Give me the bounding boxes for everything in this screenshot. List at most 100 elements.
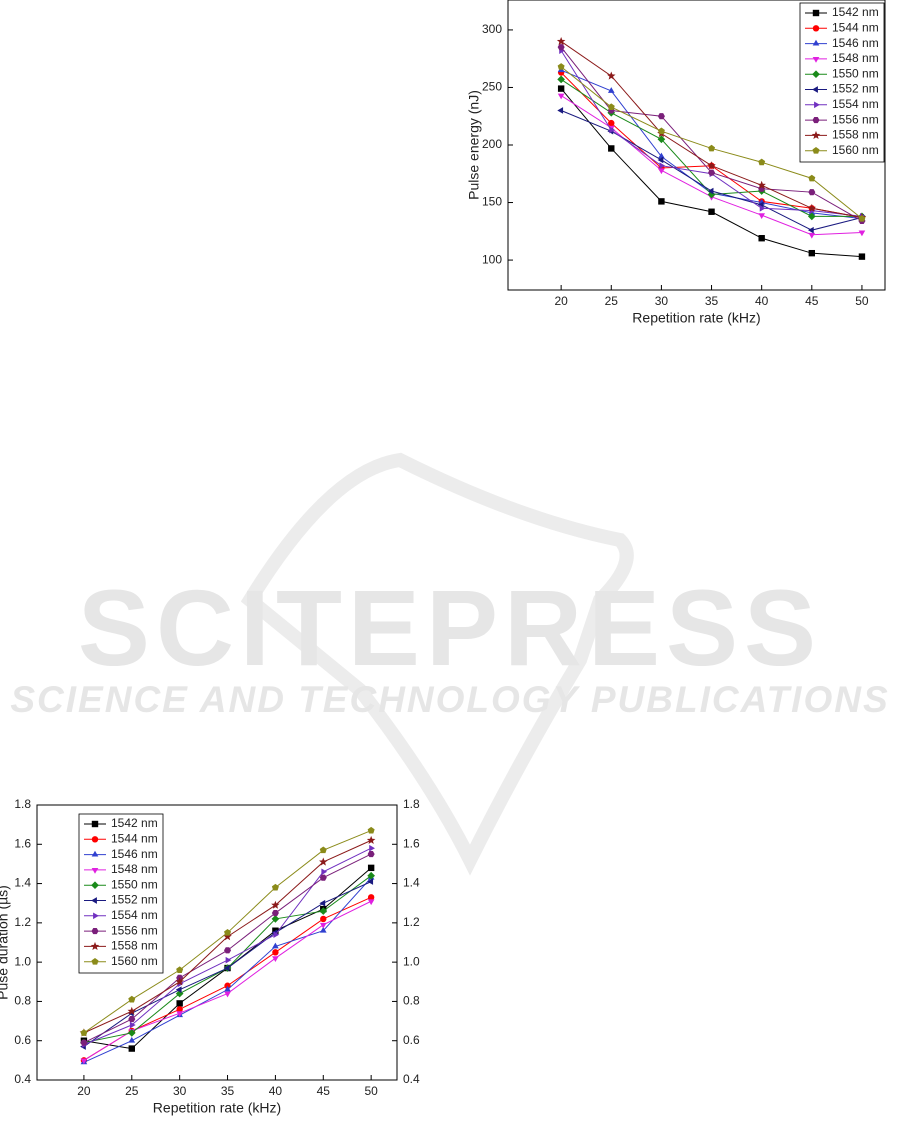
x-tick-label: 40 [755, 294, 769, 308]
data-point [707, 190, 716, 199]
legend-marker [812, 25, 820, 32]
data-point [807, 212, 816, 221]
data-point [808, 189, 816, 196]
x-tick-label: 50 [364, 1084, 378, 1098]
y2-tick-label: 1.0 [403, 954, 420, 968]
legend-marker [91, 958, 99, 965]
data-point [272, 942, 279, 949]
data-point [319, 874, 327, 881]
legend-label: 1560 nm [832, 143, 879, 157]
data-point [657, 156, 664, 164]
data-point [225, 956, 232, 964]
data-point [557, 75, 565, 84]
y-tick-label: 300 [482, 22, 502, 36]
data-point [223, 964, 230, 972]
data-point [858, 230, 866, 237]
data-point [758, 235, 765, 242]
data-point [557, 93, 565, 100]
data-point [175, 989, 184, 998]
data-point [557, 85, 565, 92]
y-tick-label: 1.2 [14, 915, 31, 929]
legend-label: 1548 nm [832, 51, 879, 65]
data-point [271, 909, 279, 917]
data-point [128, 1036, 136, 1043]
data-point [127, 1006, 137, 1015]
data-point [224, 929, 232, 936]
x-tick-label: 30 [173, 1084, 187, 1098]
data-point [858, 253, 866, 260]
data-point [758, 213, 765, 220]
watermark-title: SCITEPRESS [78, 567, 822, 688]
legend-marker [93, 912, 99, 920]
data-point [608, 119, 615, 127]
data-point [175, 977, 184, 986]
data-point [367, 894, 375, 901]
y-tick-label: 1.6 [14, 836, 31, 850]
y-tick-label: 1.0 [14, 954, 31, 968]
legend-marker [812, 147, 820, 154]
legend-marker [811, 130, 821, 140]
data-point [708, 208, 715, 215]
y-tick-label: 250 [482, 80, 502, 94]
data-point [708, 169, 716, 176]
data-point [319, 926, 327, 933]
watermark-subtitle: SCIENCE AND TECHNOLOGY PUBLICATIONS [10, 679, 889, 720]
data-point [367, 826, 375, 834]
legend-marker [91, 881, 99, 890]
data-point [557, 107, 564, 114]
data-point [175, 986, 182, 993]
data-point [609, 126, 616, 134]
data-point [176, 966, 184, 973]
legend-marker [91, 850, 99, 857]
data-point [367, 864, 375, 872]
legend-label: 1556 nm [111, 923, 158, 937]
plot-frame [36, 804, 398, 1081]
data-point [557, 44, 565, 51]
legend-label: 1550 nm [111, 877, 158, 891]
legend-label: 1552 nm [832, 82, 879, 96]
legend-label: 1544 nm [111, 831, 158, 845]
legend-label: 1542 nm [832, 5, 879, 19]
legend-label: 1552 nm [111, 893, 158, 907]
data-point [607, 103, 615, 110]
y2-tick-label: 0.6 [403, 1033, 420, 1047]
data-point [556, 36, 566, 46]
y2-tick-label: 1.4 [403, 876, 420, 890]
legend-marker [814, 101, 820, 109]
data-point [858, 214, 866, 222]
watermark-logo [240, 452, 634, 876]
y2-tick-label: 1.8 [403, 797, 420, 811]
y-tick-label: 0.4 [14, 1072, 31, 1086]
data-point [808, 174, 816, 182]
legend-marker [91, 836, 99, 843]
x-tick-label: 35 [221, 1084, 235, 1098]
x-tick-label: 40 [269, 1084, 283, 1098]
legend-label: 1546 nm [832, 36, 879, 50]
data-point [367, 878, 374, 885]
data-point [321, 868, 328, 876]
legend-label: 1550 nm [832, 66, 879, 80]
legend-label: 1544 nm [832, 20, 879, 34]
y2-tick-label: 0.8 [403, 994, 420, 1008]
data-point [367, 851, 375, 858]
legend-label: 1542 nm [111, 816, 158, 830]
data-point [807, 203, 817, 212]
data-point [659, 162, 666, 170]
data-point [319, 857, 328, 866]
data-point [223, 932, 232, 941]
data-point [319, 899, 326, 907]
data-point [271, 900, 280, 909]
legend-label: 1554 nm [832, 97, 879, 111]
data-point [129, 1021, 136, 1029]
data-point [759, 204, 766, 212]
data-point [758, 158, 766, 166]
data-point [272, 956, 279, 963]
x-tick-label: 20 [554, 294, 568, 308]
data-point [272, 949, 279, 956]
x-tick-label: 25 [125, 1084, 139, 1098]
y-tick-label: 0.8 [14, 994, 31, 1008]
x-axis-label: Repetition rate (kHz) [153, 1100, 281, 1116]
legend-marker [91, 897, 97, 904]
legend-marker [91, 928, 99, 935]
data-point [658, 198, 665, 205]
